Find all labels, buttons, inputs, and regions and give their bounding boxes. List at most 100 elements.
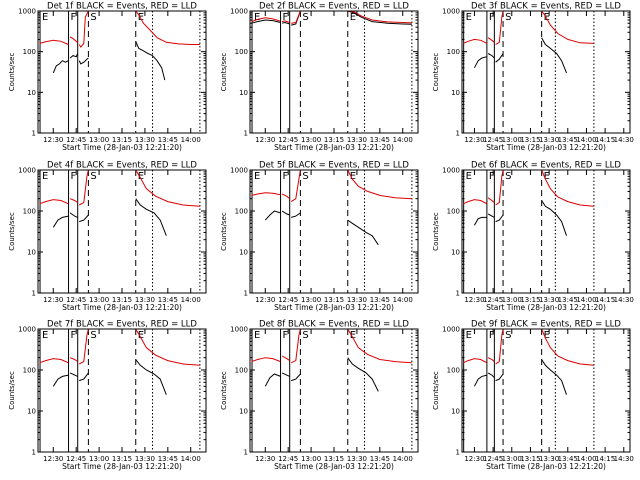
series-line-events bbox=[78, 57, 89, 65]
series-line-lld bbox=[541, 11, 594, 44]
series-line-events bbox=[135, 198, 167, 236]
y-tick-label: 100 bbox=[447, 48, 460, 56]
x-axis-label: Start Time (28-Jan-03 12:21:20) bbox=[274, 303, 394, 312]
marker-label: S bbox=[302, 12, 308, 23]
x-tick-label: 12:30 bbox=[43, 296, 63, 304]
y-tick-label: 100 bbox=[447, 208, 460, 216]
series-line-lld bbox=[78, 170, 89, 206]
series-line-lld bbox=[39, 199, 69, 205]
series-line-lld bbox=[495, 11, 504, 45]
marker-label: F bbox=[283, 12, 289, 23]
series-line-lld bbox=[281, 20, 290, 23]
marker-label: S bbox=[302, 171, 308, 182]
series-line-lld bbox=[251, 17, 281, 23]
y-tick-label: 1 bbox=[32, 290, 36, 298]
x-tick-label: 13:00 bbox=[89, 296, 109, 304]
y-tick-label: 1 bbox=[456, 130, 460, 138]
series-line-events bbox=[487, 213, 495, 218]
x-tick-label: 14:30 bbox=[614, 455, 634, 463]
series-line-events bbox=[135, 359, 167, 395]
x-tick-label: 12:30 bbox=[255, 455, 275, 463]
x-tick-label: 13:15 bbox=[520, 136, 540, 144]
x-axis-label: Start Time (28-Jan-03 12:21:20) bbox=[62, 303, 182, 312]
y-tick-label: 1000 bbox=[442, 326, 460, 334]
series-line-events bbox=[487, 372, 495, 379]
x-axis-label: Start Time (28-Jan-03 12:21:20) bbox=[486, 143, 606, 152]
marker-label: E bbox=[42, 330, 48, 341]
y-tick-label: 100 bbox=[235, 208, 248, 216]
x-axis-label: Start Time (28-Jan-03 12:21:20) bbox=[62, 462, 182, 471]
series-line-events bbox=[281, 372, 290, 377]
plot-frame bbox=[249, 169, 419, 294]
x-tick-label: 13:30 bbox=[135, 455, 155, 463]
x-tick-label: 12:30 bbox=[464, 455, 484, 463]
plot-frame bbox=[461, 328, 631, 453]
plot-frame bbox=[37, 169, 207, 294]
marker-label: E bbox=[350, 330, 356, 341]
x-axis-label: Start Time (28-Jan-03 12:21:20) bbox=[486, 303, 606, 312]
series-line-lld bbox=[487, 357, 495, 362]
marker-label: E bbox=[350, 12, 356, 23]
x-tick-label: 14:15 bbox=[595, 296, 615, 304]
y-tick-label: 100 bbox=[23, 208, 36, 216]
x-tick-label: 13:45 bbox=[370, 136, 390, 144]
series-line-events bbox=[52, 60, 69, 74]
series-line-lld bbox=[541, 170, 594, 207]
x-axis-label: Start Time (28-Jan-03 12:21:20) bbox=[274, 462, 394, 471]
x-tick-label: 12:45 bbox=[66, 455, 86, 463]
x-axis-label: Start Time (28-Jan-03 12:21:20) bbox=[62, 143, 182, 152]
x-tick-label: 13:30 bbox=[539, 136, 559, 144]
x-tick-label: 13:15 bbox=[112, 455, 132, 463]
marker-label: F bbox=[71, 171, 77, 182]
x-tick-label: 14:00 bbox=[393, 296, 413, 304]
series-line-lld bbox=[495, 170, 504, 206]
x-tick-label: 13:00 bbox=[502, 455, 522, 463]
x-tick-label: 14:00 bbox=[181, 296, 201, 304]
series-line-events bbox=[135, 41, 166, 81]
marker-label: S bbox=[90, 171, 96, 182]
marker-label: S bbox=[90, 12, 96, 23]
y-tick-label: 1000 bbox=[230, 326, 248, 334]
y-tick-label: 10 bbox=[239, 89, 248, 97]
plot-frame bbox=[461, 169, 631, 294]
y-tick-label: 100 bbox=[23, 48, 36, 56]
y-tick-label: 1 bbox=[456, 449, 460, 457]
y-axis-label: Counts/sec bbox=[432, 212, 440, 251]
x-axis-label: Start Time (28-Jan-03 12:21:20) bbox=[486, 462, 606, 471]
series-line-events bbox=[495, 53, 504, 63]
x-tick-label: 12:45 bbox=[278, 455, 298, 463]
x-tick-label: 14:00 bbox=[576, 455, 596, 463]
series-line-events bbox=[251, 19, 281, 24]
x-tick-label: 12:45 bbox=[66, 296, 86, 304]
x-tick-label: 12:30 bbox=[43, 136, 63, 144]
panel-title: Det 5f BLACK = Events, RED = LLD bbox=[259, 161, 409, 171]
y-axis-label: Counts/sec bbox=[220, 53, 228, 92]
x-tick-label: 14:00 bbox=[393, 136, 413, 144]
x-tick-label: 13:00 bbox=[502, 296, 522, 304]
x-tick-label: 14:00 bbox=[181, 455, 201, 463]
y-tick-label: 1000 bbox=[18, 326, 36, 334]
x-tick-label: 13:00 bbox=[502, 136, 522, 144]
marker-label: S bbox=[505, 330, 511, 341]
x-tick-label: 12:30 bbox=[255, 136, 275, 144]
series-line-lld bbox=[462, 199, 488, 205]
series-line-lld bbox=[78, 329, 89, 365]
marker-label: F bbox=[71, 330, 77, 341]
plot-frame bbox=[249, 10, 419, 134]
y-tick-label: 100 bbox=[447, 367, 460, 375]
series-line-lld bbox=[69, 198, 78, 204]
y-tick-label: 10 bbox=[451, 408, 460, 416]
panel-title: Det 6f BLACK = Events, RED = LLD bbox=[471, 161, 621, 171]
plot-frame bbox=[37, 10, 207, 134]
plot-frame bbox=[249, 328, 419, 453]
y-axis-label: Counts/sec bbox=[220, 212, 228, 251]
panel-title: Det 9f BLACK = Events, RED = LLD bbox=[471, 320, 621, 330]
series-line-lld bbox=[281, 355, 290, 362]
